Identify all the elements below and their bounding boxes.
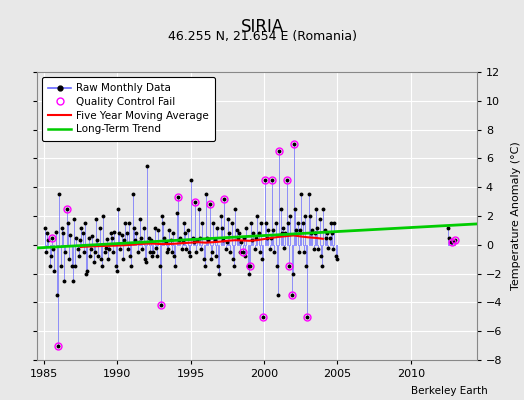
Y-axis label: Temperature Anomaly (°C): Temperature Anomaly (°C): [511, 142, 521, 290]
Legend: Raw Monthly Data, Quality Control Fail, Five Year Moving Average, Long-Term Tren: Raw Monthly Data, Quality Control Fail, …: [42, 77, 215, 141]
Text: Berkeley Earth: Berkeley Earth: [411, 386, 487, 396]
Text: 46.255 N, 21.654 E (Romania): 46.255 N, 21.654 E (Romania): [168, 30, 356, 43]
Text: SIRIA: SIRIA: [241, 18, 283, 36]
